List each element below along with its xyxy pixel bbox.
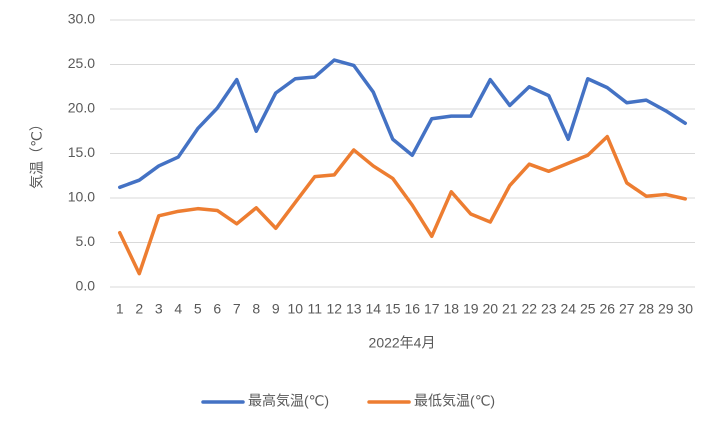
data-line xyxy=(118,58,687,190)
x-tick-label: 15 xyxy=(385,301,401,317)
legend-label: 最低気温(℃) xyxy=(414,393,495,409)
y-tick-label: 0.0 xyxy=(76,278,96,294)
x-tick-label: 21 xyxy=(502,301,518,317)
x-tick-label: 26 xyxy=(599,301,615,317)
x-tick-label: 5 xyxy=(194,301,202,317)
x-tick-label: 22 xyxy=(521,301,537,317)
x-tick-label: 28 xyxy=(638,301,654,317)
y-tick-label: 5.0 xyxy=(76,233,96,249)
x-tick-label: 1 xyxy=(116,301,124,317)
x-tick-label: 8 xyxy=(252,301,260,317)
x-tick-label: 25 xyxy=(580,301,596,317)
x-tick-label: 12 xyxy=(326,301,342,317)
x-tick-label: 6 xyxy=(213,301,221,317)
x-tick-label: 2 xyxy=(135,301,143,317)
x-tick-label: 20 xyxy=(482,301,498,317)
y-tick-label: 30.0 xyxy=(68,11,95,27)
y-tick-label: 10.0 xyxy=(68,189,95,205)
y-tick-label: 20.0 xyxy=(68,100,95,116)
x-tick-label: 30 xyxy=(677,301,693,317)
x-tick-label: 24 xyxy=(560,301,576,317)
x-axis-label: 2022年4月 xyxy=(369,335,436,351)
y-tick-label: 15.0 xyxy=(68,144,95,160)
x-tick-label: 10 xyxy=(287,301,303,317)
x-tick-label: 13 xyxy=(346,301,362,317)
x-tick-label: 9 xyxy=(272,301,280,317)
x-tick-label: 19 xyxy=(463,301,479,317)
x-tick-label: 29 xyxy=(658,301,674,317)
y-tick-label: 25.0 xyxy=(68,55,95,71)
data-line xyxy=(118,134,687,276)
y-axis-label: 気温（℃） xyxy=(29,117,45,189)
x-tick-label: 4 xyxy=(174,301,182,317)
x-tick-label: 11 xyxy=(307,301,322,317)
x-tick-label: 14 xyxy=(365,301,381,317)
legend-label: 最高気温(℃) xyxy=(248,393,329,409)
x-tick-label: 27 xyxy=(619,301,635,317)
x-tick-label: 3 xyxy=(155,301,163,317)
x-tick-label: 23 xyxy=(541,301,557,317)
x-tick-label: 17 xyxy=(424,301,440,317)
x-tick-label: 16 xyxy=(404,301,420,317)
x-tick-label: 18 xyxy=(443,301,459,317)
x-tick-label: 7 xyxy=(233,301,241,317)
